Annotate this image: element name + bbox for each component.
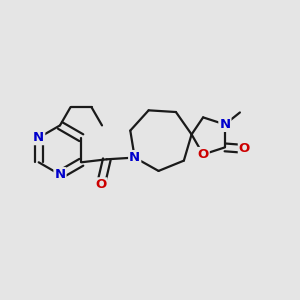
Text: O: O [95,178,106,191]
Text: N: N [33,131,44,144]
Text: O: O [239,142,250,155]
Text: N: N [219,118,230,131]
Text: N: N [129,151,140,164]
Text: N: N [54,168,66,181]
Text: O: O [197,148,209,161]
